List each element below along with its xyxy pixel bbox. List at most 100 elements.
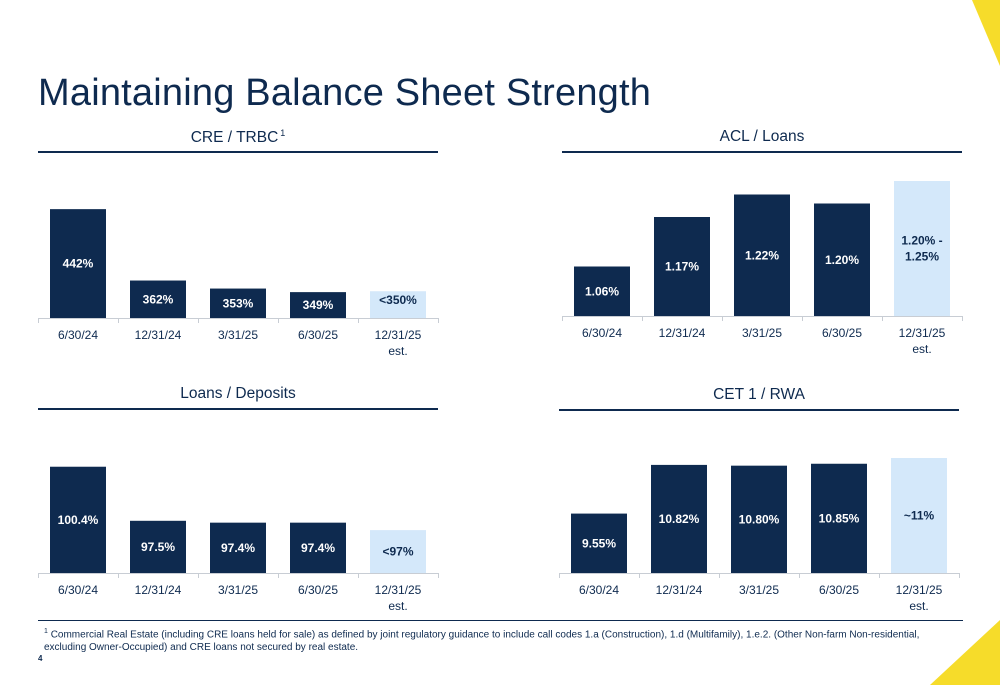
bar <box>651 464 707 573</box>
x-tick-label-line: 6/30/24 <box>58 328 98 342</box>
chart-acl-loans: 1.06% 1.17% 1.22% 1.20% 1.20% - 1.25% 6/30/24 1… <box>562 181 963 356</box>
x-tick-label-line: 12/31/24 <box>135 583 182 597</box>
bar-estimate <box>370 291 426 318</box>
data-label-line: 10.85% <box>819 511 860 525</box>
x-tick-label-line: 12/31/25 <box>375 328 422 342</box>
chart-title-text: CRE / TRBC <box>190 129 279 147</box>
data-label: 9.55% <box>582 536 616 550</box>
bar <box>811 463 867 573</box>
x-tick-label-line: est. <box>909 599 928 613</box>
chart-title-text: ACL / Loans <box>719 128 805 145</box>
bar <box>654 217 710 316</box>
data-label-line: 97.4% <box>301 541 335 555</box>
data-label: 349% <box>303 298 334 312</box>
bar <box>731 465 787 573</box>
bar <box>571 513 627 573</box>
chart-title-rule <box>559 409 959 411</box>
x-tick-label: 6/30/25 <box>298 583 338 597</box>
x-tick-label: 6/30/24 <box>582 326 622 340</box>
x-tick-label-line: 3/31/25 <box>218 328 258 342</box>
x-tick-label: 12/31/24 <box>135 328 182 342</box>
x-tick-label: 3/31/25 <box>218 583 258 597</box>
x-tick-label-line: 12/31/24 <box>656 583 703 597</box>
data-label: <350% <box>379 293 417 307</box>
corner-accent-bottom <box>930 620 1000 685</box>
footnote: 1 Commercial Real Estate (including CRE … <box>44 625 964 654</box>
chart-title-cet1-rwa: CET 1 / RWA <box>559 386 959 404</box>
chart-title-text: Loans / Deposits <box>180 385 296 402</box>
bar <box>734 194 790 316</box>
data-label-line: 349% <box>303 298 334 312</box>
data-label: 1.22% <box>745 248 779 262</box>
x-tick-label-line: 6/30/24 <box>579 583 619 597</box>
x-tick-label: 12/31/25 est. <box>899 326 946 356</box>
x-tick-label: 12/31/24 <box>656 583 703 597</box>
bar-estimate <box>370 530 426 573</box>
data-label-line: 353% <box>223 296 254 310</box>
x-tick-label-line: 12/31/25 <box>896 583 943 597</box>
data-label-line: 1.22% <box>745 248 779 262</box>
data-label: 1.17% <box>665 260 699 274</box>
x-tick-label-line: 3/31/25 <box>218 583 258 597</box>
data-label: 100.4% <box>58 513 99 527</box>
x-tick-label-line: 12/31/24 <box>659 326 706 340</box>
chart-cet1-rwa: 9.55% 10.82% 10.80% 10.85% ~11% 6/30/24 12/31/… <box>559 458 960 613</box>
bar <box>574 266 630 316</box>
data-label-line: 1.25% <box>905 250 939 264</box>
data-label-line: 1.06% <box>585 284 619 298</box>
chart-title-superscript: 1 <box>280 128 286 138</box>
data-label-line: 97.5% <box>141 540 175 554</box>
x-tick-label: 3/31/25 <box>218 328 258 342</box>
data-label: ~11% <box>904 509 935 523</box>
x-tick-label-line: 6/30/25 <box>298 583 338 597</box>
bar <box>130 520 186 573</box>
bar <box>50 466 106 573</box>
footnote-marker: 1 <box>44 628 48 635</box>
chart-title-rule <box>38 151 438 153</box>
chart-cre-trbc: 442% 362% 353% 349% <350% 6/30/24 12/31/24 3/31… <box>38 209 439 358</box>
x-tick-label: 12/31/25 est. <box>896 583 943 613</box>
x-tick-label-line: 12/31/25 <box>375 583 422 597</box>
data-label: 97.4% <box>221 541 255 555</box>
data-label-line: 9.55% <box>582 536 616 550</box>
data-label: 362% <box>143 292 174 306</box>
data-label-line: 100.4% <box>58 513 99 527</box>
x-tick-label: 6/30/24 <box>579 583 619 597</box>
data-label: 10.80% <box>739 512 780 526</box>
data-label-line: 1.20% - <box>901 234 942 248</box>
data-label-line: ~11% <box>904 509 935 523</box>
data-label-line: 442% <box>63 257 94 271</box>
x-tick-label: 6/30/24 <box>58 583 98 597</box>
data-label-line: 1.20% <box>825 253 859 267</box>
chart-loans-deposits: 100.4% 97.5% 97.4% 97.4% <97% 6/30/24 12/31/24… <box>38 466 439 613</box>
x-tick-label-line: 6/30/25 <box>298 328 338 342</box>
x-tick-label-line: 6/30/25 <box>819 583 859 597</box>
data-label: <97% <box>382 545 413 559</box>
data-label-line: 97.4% <box>221 541 255 555</box>
data-label-line: 1.17% <box>665 260 699 274</box>
page-number: 4 <box>38 654 43 663</box>
bar <box>210 522 266 573</box>
footnote-text: Commercial Real Estate (including CRE lo… <box>44 629 920 654</box>
bar-estimate <box>894 181 950 316</box>
chart-title-cre-trbc: CRE / TRBC 1 <box>38 128 438 147</box>
x-tick-label: 6/30/25 <box>819 583 859 597</box>
data-label: 1.20% - 1.25% <box>901 234 942 264</box>
bar <box>814 203 870 316</box>
x-tick-label-line: 12/31/24 <box>135 328 182 342</box>
data-label-line: <350% <box>379 293 417 307</box>
footnote-divider <box>38 620 963 621</box>
data-label: 10.82% <box>659 512 700 526</box>
bar <box>210 288 266 318</box>
bar <box>290 292 346 318</box>
x-tick-label: 12/31/25 est. <box>375 328 422 358</box>
data-label: 1.06% <box>585 284 619 298</box>
data-label: 442% <box>63 257 94 271</box>
x-tick-label-line: 6/30/24 <box>582 326 622 340</box>
data-label: 97.4% <box>301 541 335 555</box>
bar <box>290 522 346 573</box>
data-label-line: 10.82% <box>659 512 700 526</box>
chart-title-acl-loans: ACL / Loans <box>562 128 962 146</box>
data-label: 353% <box>223 296 254 310</box>
chart-title-rule <box>38 408 438 410</box>
